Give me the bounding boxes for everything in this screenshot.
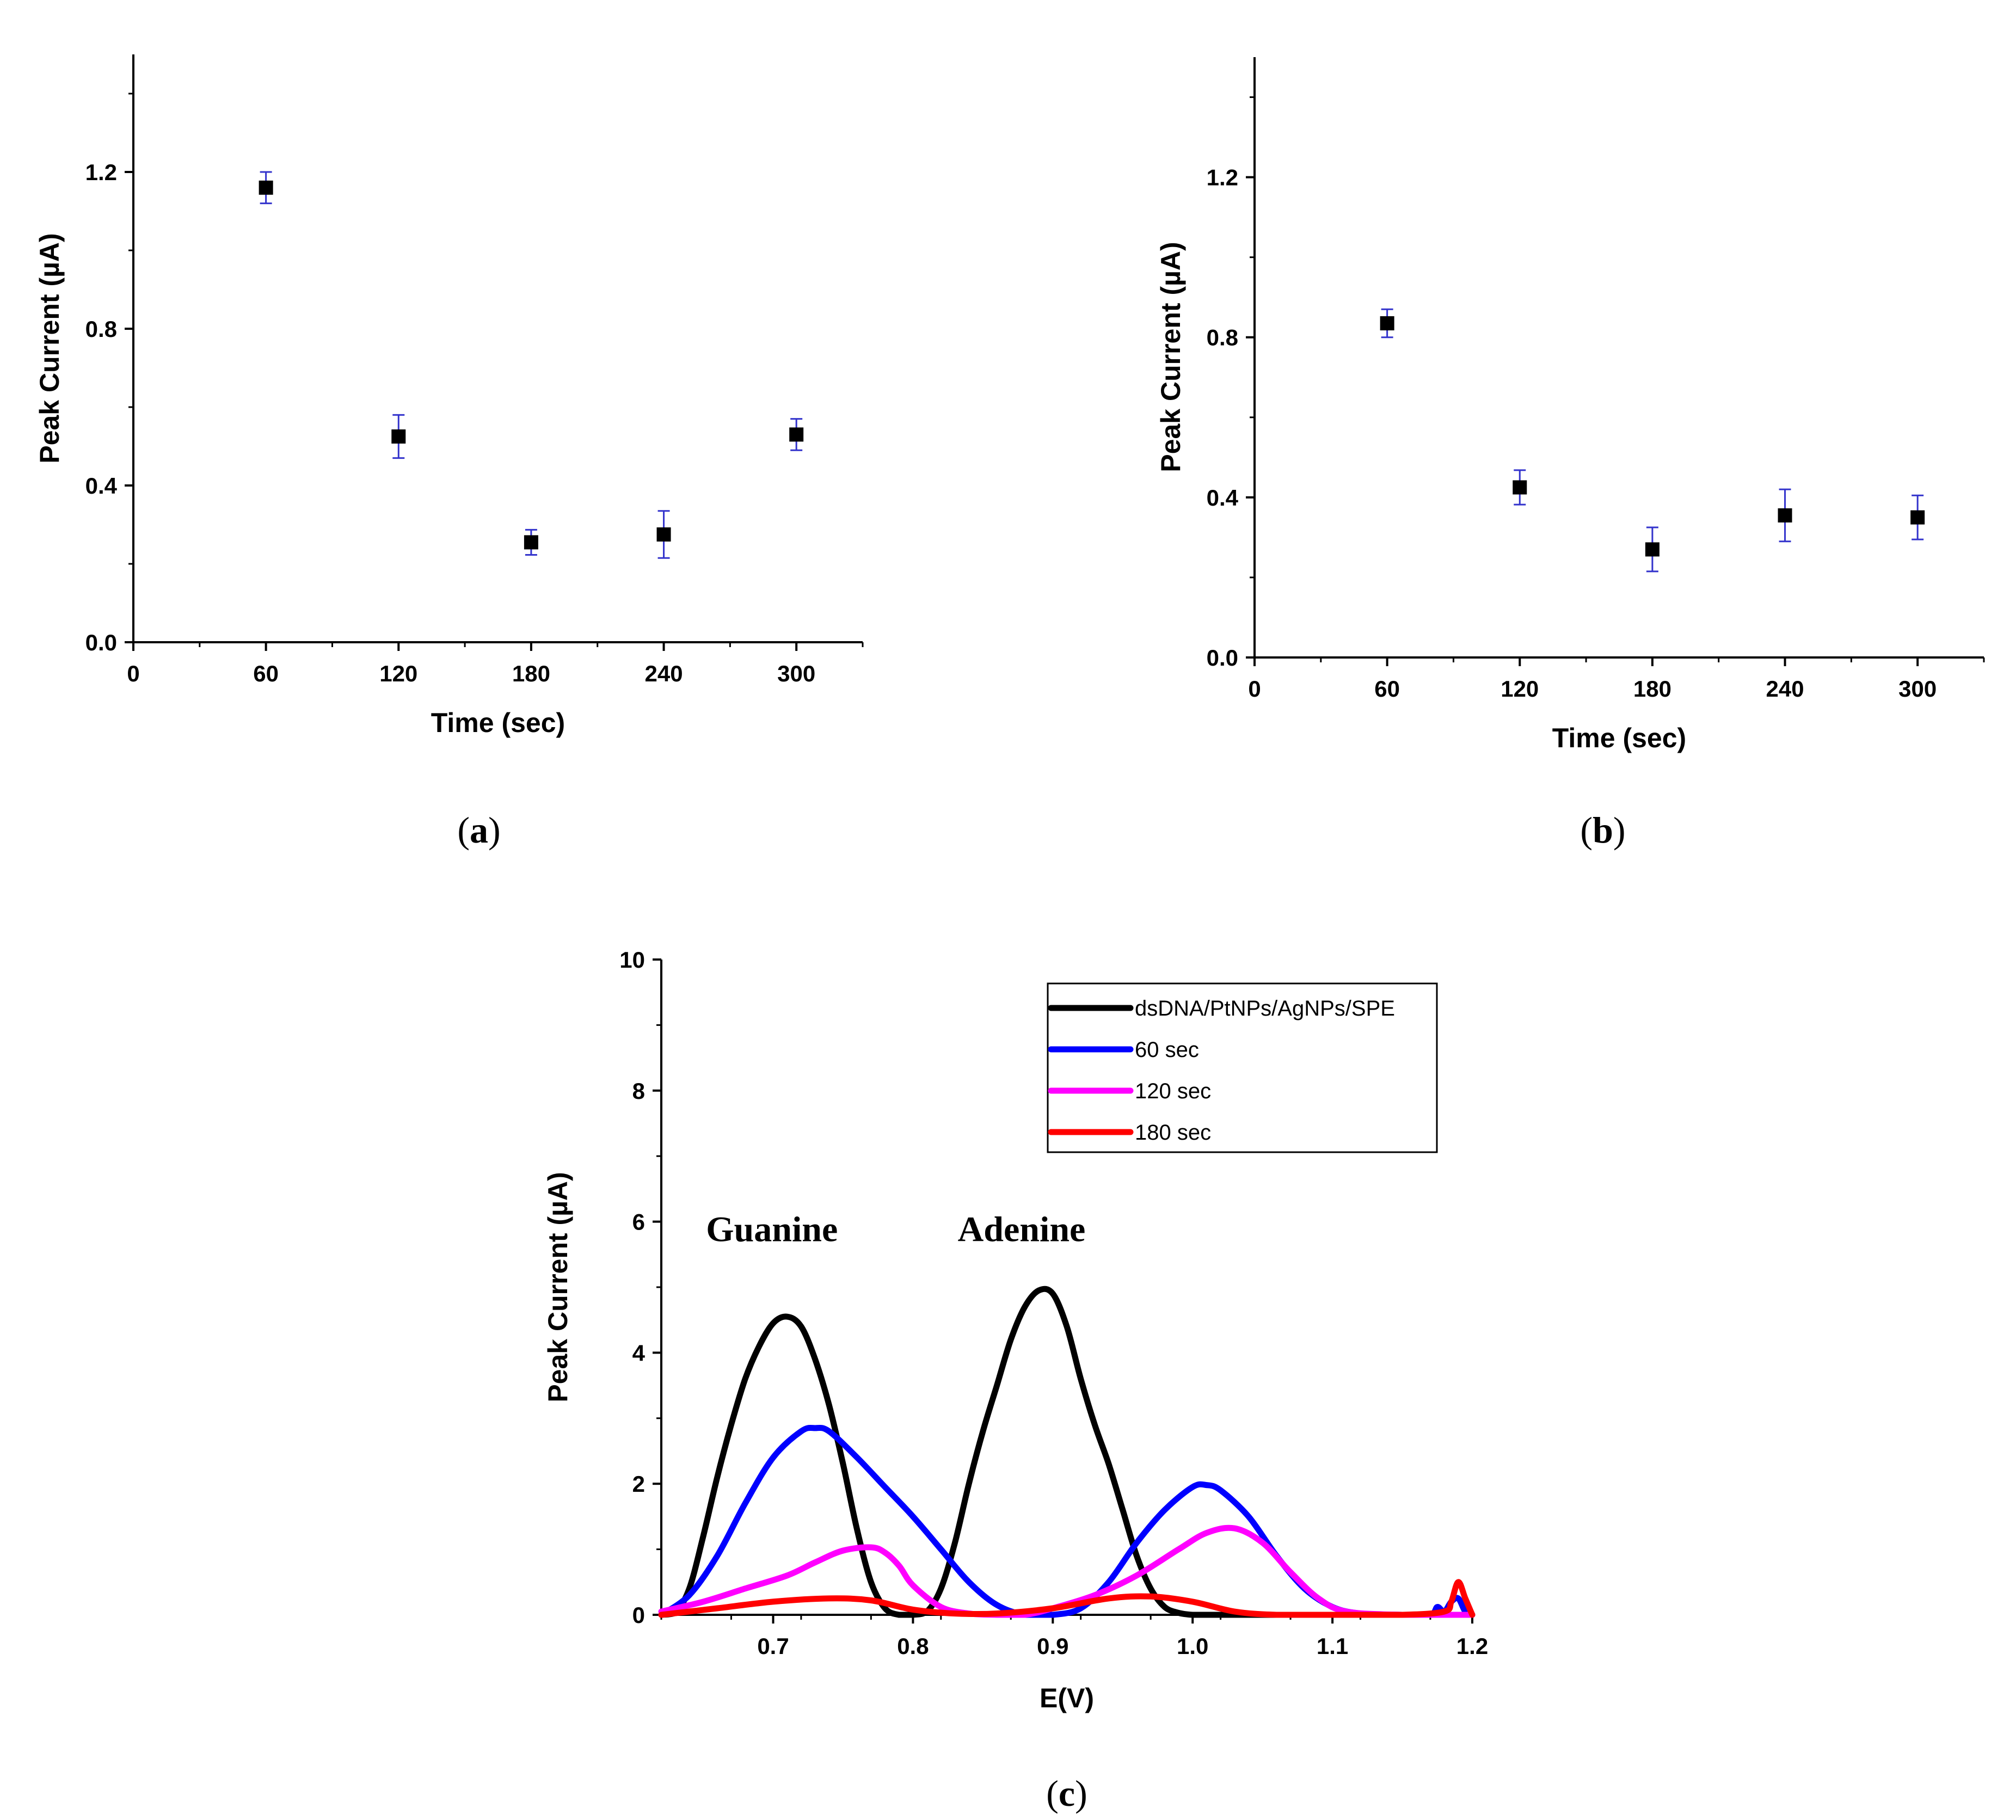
data-point-60	[259, 180, 273, 195]
legend-label-3: 180 sec	[1135, 1121, 1211, 1145]
panel-label: (a)	[457, 809, 500, 851]
x-tick-label: 0.9	[1037, 1633, 1068, 1659]
x-tick-label: 300	[1898, 676, 1937, 702]
x-tick-label: 300	[777, 661, 815, 686]
x-tick-label: 0	[1248, 676, 1261, 702]
series-line-0	[658, 1286, 1476, 1618]
legend-box	[1047, 982, 1438, 1153]
y-tick-label: 0.0	[1207, 645, 1238, 671]
panel-label-close: )	[1613, 809, 1626, 851]
panel-a-chart: 0 60 120 180 240 300 0.0 0.4 0.8 1.2 Time (sec) Pea…	[34, 54, 864, 851]
panel-label: (b)	[1580, 809, 1625, 851]
panel-label-letter: c	[1059, 1773, 1075, 1814]
panel-label-open: (	[1046, 1773, 1059, 1814]
x-tick-label: 240	[1766, 676, 1804, 702]
y-tick-label: 0.8	[1207, 325, 1238, 351]
data-point-300	[789, 427, 804, 442]
x-tick-label: 1.2	[1456, 1633, 1488, 1659]
annotation-guanine: Guanine	[706, 1210, 838, 1250]
x-tick-label: 1.1	[1317, 1633, 1348, 1659]
y-axis-label: Peak Current (µA)	[34, 233, 65, 463]
data-point-300	[1910, 510, 1925, 525]
data-point-120	[1513, 480, 1527, 495]
data-point-240	[1778, 508, 1792, 522]
x-axis-label: E(V)	[1040, 1683, 1094, 1713]
x-axis-label: Time (sec)	[1552, 723, 1686, 753]
legend-label-0: dsDNA/PtNPs/AgNPs/SPE	[1135, 997, 1395, 1020]
y-axis-label: Peak Current (µA)	[543, 1172, 573, 1402]
y-tick-label: 0.0	[85, 630, 117, 655]
panel-label-open: (	[1580, 809, 1593, 851]
x-tick-label: 0	[127, 661, 139, 686]
y-tick-label: 0.4	[1207, 485, 1239, 511]
x-tick-label: 60	[253, 661, 279, 686]
y-tick-label: 1.2	[1207, 165, 1238, 190]
y-tick-label: 0.8	[85, 316, 117, 342]
y-axis-label: Peak Current (µA)	[1155, 242, 1186, 472]
y-tick-label: 4	[632, 1340, 646, 1366]
x-tick-label: 120	[379, 661, 417, 686]
panel-label: (c)	[1046, 1773, 1087, 1814]
data-point-180	[524, 535, 538, 550]
data-point-60	[1380, 316, 1394, 330]
y-tick-label: 10	[619, 947, 645, 973]
x-tick-label: 240	[645, 661, 683, 686]
x-tick-label: 120	[1501, 676, 1539, 702]
y-tick-label: 1.2	[85, 159, 117, 185]
y-tick-label: 0	[632, 1602, 645, 1628]
x-axis-label: Time (sec)	[431, 708, 565, 738]
panel-label-letter: b	[1593, 809, 1613, 851]
series-line-1	[658, 1424, 1476, 1618]
panel-label-open: (	[457, 809, 470, 851]
x-tick-label: 0.8	[897, 1633, 929, 1659]
annotation-adenine: Adenine	[958, 1210, 1086, 1250]
panel-b-chart: 0 60 120 180 240 300 0.0 0.4 0.8 1.2 Time (sec) Pea…	[1155, 57, 1985, 851]
panel-label-close: )	[1075, 1773, 1087, 1814]
panel-c-chart: 0.7 0.8 0.9 1.0 1.1 1.2 0 2 4 6 8 10 E(V) Peak Curren…	[543, 947, 1488, 1814]
legend-label-1: 60 sec	[1135, 1038, 1199, 1062]
panel-label-close: )	[488, 809, 501, 851]
series-line-3	[658, 1579, 1476, 1618]
y-tick-label: 6	[632, 1209, 645, 1235]
x-tick-label: 180	[512, 661, 550, 686]
y-tick-label: 2	[632, 1471, 645, 1497]
x-tick-label: 1.0	[1177, 1633, 1208, 1659]
data-point-240	[656, 527, 671, 542]
legend-label-2: 120 sec	[1135, 1079, 1211, 1103]
y-tick-label: 8	[632, 1078, 645, 1104]
x-tick-label: 0.7	[757, 1633, 789, 1659]
data-point-180	[1645, 542, 1659, 557]
y-tick-label: 0.4	[85, 473, 118, 499]
x-tick-label: 180	[1633, 676, 1671, 702]
legend: dsDNA/PtNPs/AgNPs/SPE 60 sec 120 sec 180 se…	[1047, 982, 1438, 1153]
data-point-120	[391, 429, 406, 444]
x-tick-label: 60	[1374, 676, 1400, 702]
panel-label-letter: a	[470, 809, 488, 851]
